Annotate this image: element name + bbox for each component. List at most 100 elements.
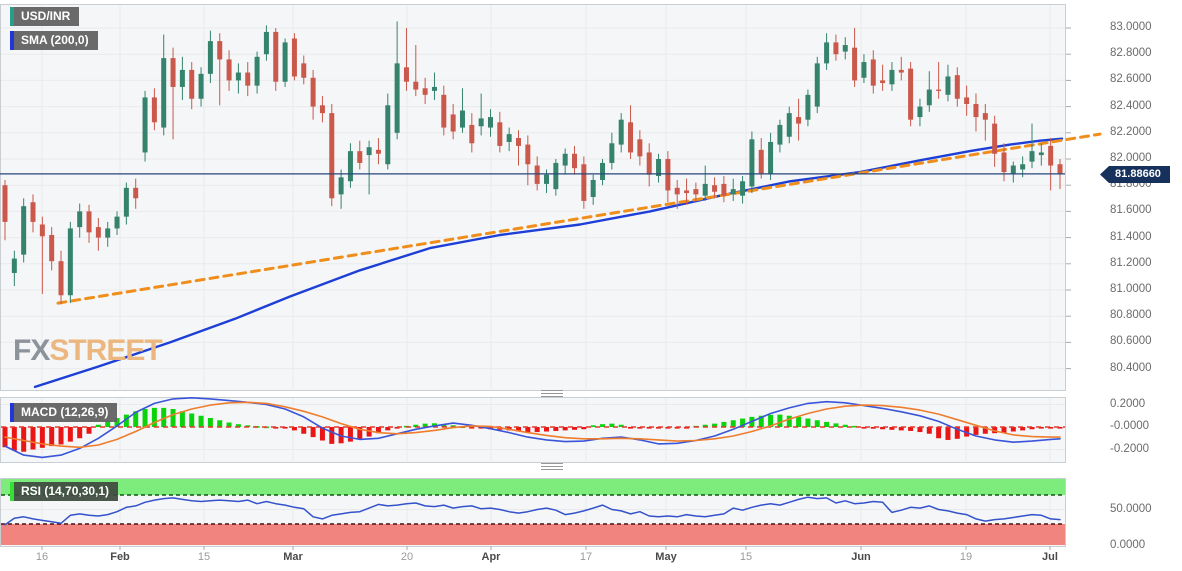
macd-histogram-bar xyxy=(1038,427,1044,429)
macd-histogram-bar xyxy=(889,427,895,430)
price-axis-label: 82.0000 xyxy=(1110,152,1152,164)
candle-up xyxy=(1010,165,1016,174)
price-axis-label: 82.6000 xyxy=(1110,73,1152,86)
candle-down xyxy=(954,75,960,99)
main-price-panel[interactable] xyxy=(0,4,1066,391)
macd-histogram-bar xyxy=(1001,427,1007,433)
macd-histogram-bar xyxy=(77,427,83,439)
candle-up xyxy=(21,206,27,255)
macd-histogram-bar xyxy=(777,414,783,427)
candle-down xyxy=(646,152,652,175)
macd-histogram-bar xyxy=(394,427,400,429)
candle-down xyxy=(441,94,447,128)
candle-down xyxy=(973,103,979,118)
macd-histogram-bar xyxy=(926,427,932,434)
candle-up xyxy=(562,153,568,166)
candle-up xyxy=(749,139,755,187)
macd-histogram-bar xyxy=(665,427,671,429)
candle-down xyxy=(665,159,671,191)
macd-histogram-bar xyxy=(86,427,92,434)
time-axis-label: Jun xyxy=(851,551,871,563)
candle-down xyxy=(870,59,876,86)
macd-histogram-bar xyxy=(441,424,447,427)
macd-histogram-bar xyxy=(67,427,73,442)
macd-histogram-bar xyxy=(366,427,372,437)
macd-histogram-bar xyxy=(282,427,288,429)
candle-up xyxy=(824,42,830,64)
macd-histogram-bar xyxy=(1020,427,1026,431)
macd-histogram-bar xyxy=(628,427,634,429)
candle-up xyxy=(431,86,437,91)
candle-up xyxy=(282,42,288,82)
macd-histogram-bar xyxy=(1048,427,1054,429)
macd-histogram-bar xyxy=(600,424,606,427)
candle-down xyxy=(758,149,764,174)
rsi-panel-resize-handle[interactable] xyxy=(541,463,563,470)
last-price-label: 81.88660 xyxy=(1100,166,1170,183)
candle-down xyxy=(992,123,998,154)
candle-up xyxy=(338,177,344,195)
macd-histogram-bar xyxy=(189,413,195,427)
candle-down xyxy=(936,89,942,91)
macd-histogram-bar xyxy=(870,427,876,429)
candle-down xyxy=(1057,164,1063,174)
time-axis-label: 16 xyxy=(35,551,49,563)
time-axis-label: May xyxy=(655,551,677,563)
macd-histogram-bar xyxy=(973,427,979,435)
price-axis-label: 82.8000 xyxy=(1110,47,1152,60)
sma-indicator-badge[interactable]: SMA (200,0) xyxy=(10,31,98,50)
macd-histogram-bar xyxy=(712,423,718,427)
macd-histogram-bar xyxy=(515,427,521,432)
macd-histogram-bar xyxy=(273,427,279,429)
macd-histogram-bar xyxy=(123,414,129,427)
time-axis-label: Feb xyxy=(110,551,130,563)
macd-histogram-bar xyxy=(291,427,297,431)
candle-up xyxy=(814,63,820,107)
candle-down xyxy=(375,149,381,154)
candle-down xyxy=(49,234,55,262)
macd-panel[interactable] xyxy=(0,397,1066,463)
candle-up xyxy=(768,141,774,174)
candle-down xyxy=(982,113,988,120)
candle-down xyxy=(1048,145,1054,166)
candle-down xyxy=(908,68,914,120)
macd-indicator-badge[interactable]: MACD (12,26,9) xyxy=(10,403,118,422)
time-axis-label: 15 xyxy=(197,551,211,563)
candle-down xyxy=(422,88,428,95)
candle-down xyxy=(245,72,251,86)
candle-down xyxy=(170,58,176,87)
macd-histogram-bar xyxy=(562,427,568,431)
macd-panel-resize-handle[interactable] xyxy=(541,390,563,397)
macd-histogram-bar xyxy=(30,427,36,450)
rsi-indicator-badge[interactable]: RSI (14,70,30,1) xyxy=(10,482,119,501)
candle-up xyxy=(235,72,241,81)
candle-up xyxy=(861,62,867,78)
candle-up xyxy=(506,134,512,142)
macd-histogram-bar xyxy=(357,427,363,440)
price-axis-label: 80.6000 xyxy=(1110,335,1152,348)
candle-down xyxy=(189,69,195,99)
candle-up xyxy=(945,76,951,95)
price-axis-label: 80.4000 xyxy=(1110,361,1152,374)
macd-histogram-bar xyxy=(95,424,101,427)
candle-up xyxy=(618,119,624,145)
macd-histogram-bar xyxy=(133,411,139,427)
candle-down xyxy=(403,67,409,82)
candle-down xyxy=(413,81,419,90)
candle-down xyxy=(534,165,540,184)
macd-histogram-bar xyxy=(329,427,335,444)
macd-histogram-bar xyxy=(525,427,531,433)
macd-histogram-bar xyxy=(1057,427,1063,429)
macd-signal-line xyxy=(4,401,1061,449)
price-axis-label: 83.0000 xyxy=(1110,21,1152,33)
candle-down xyxy=(497,122,503,146)
candle-up xyxy=(740,181,746,196)
macd-histogram-bar xyxy=(1010,427,1016,432)
rsi-axis-label: 50.0000 xyxy=(1110,502,1152,515)
macd-line xyxy=(4,396,1061,459)
sma-200-line xyxy=(33,137,1064,389)
macd-histogram-bar xyxy=(319,427,325,441)
symbol-badge[interactable]: USD/INR xyxy=(10,7,80,26)
candle-up xyxy=(702,183,708,196)
